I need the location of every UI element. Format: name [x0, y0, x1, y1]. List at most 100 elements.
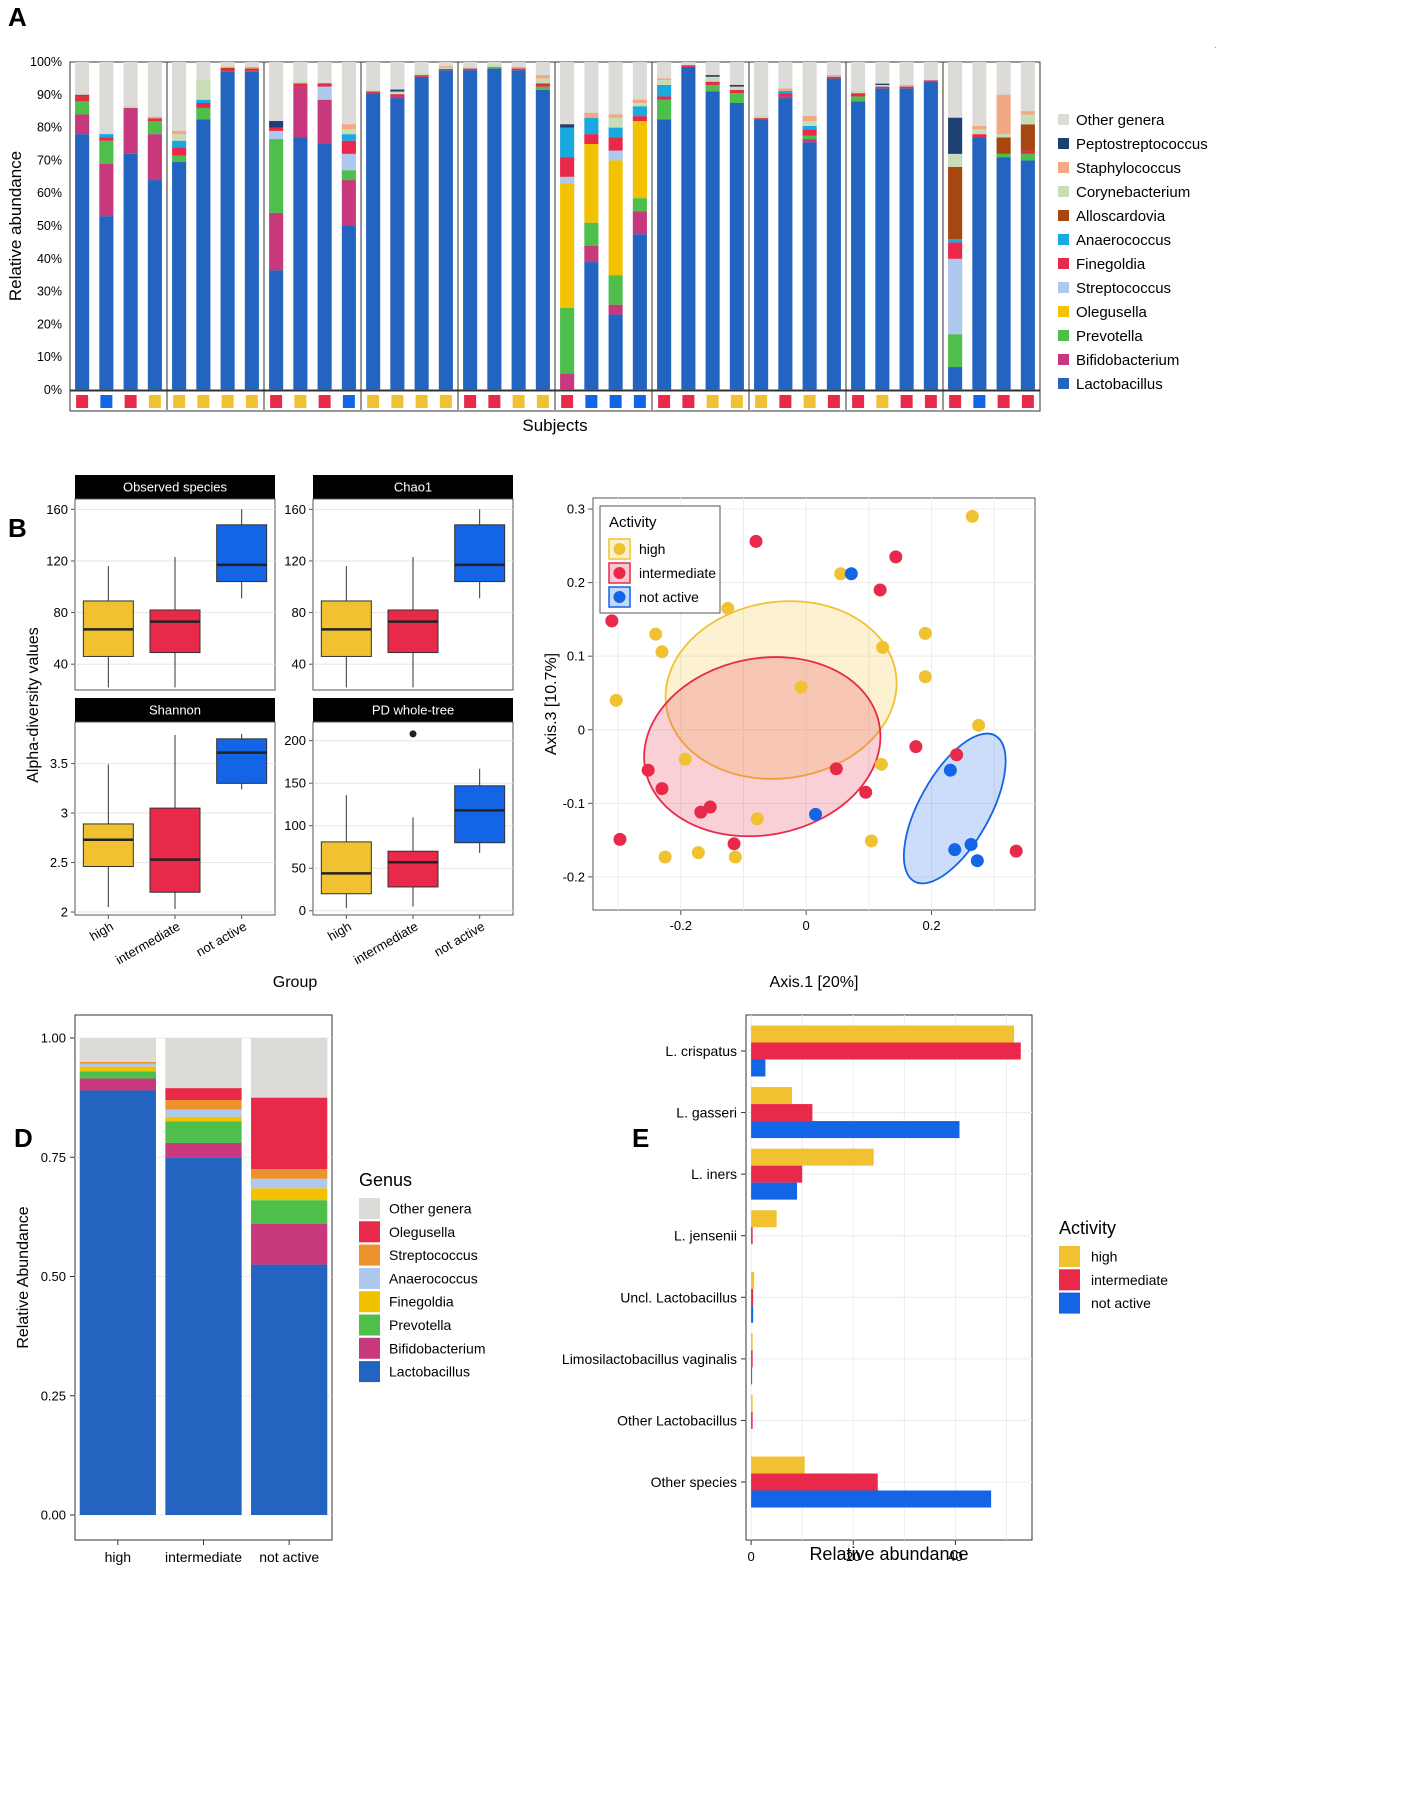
panel-c-legend: Activity high intermediate not active	[599, 505, 721, 614]
panel-e-category-label-uncl-lactobacillus: Uncl. Lactobacillus	[620, 1289, 737, 1305]
panel-c-ytick-label: 0.1	[567, 649, 585, 664]
panel-a-bar-segment-corynebacterium	[875, 84, 890, 87]
panel-b-box-not-active	[216, 738, 268, 784]
panel-e-legend-label-high: high	[1091, 1249, 1117, 1265]
panel-a-bar-segment-lactobacillus	[608, 314, 623, 390]
panel-a-bar-segment-lactobacillus	[972, 137, 987, 390]
panel-a-bar-segment-finegoldia	[172, 147, 187, 156]
panel-a-bar-segment-anaerococcus	[172, 140, 187, 148]
panel-a-bar-segment-lactobacillus	[826, 78, 841, 391]
panel-a-bar-segment-anaerococcus	[778, 90, 793, 94]
panel-b-ytick-label: 50	[292, 861, 306, 876]
panel-c-point-high	[874, 757, 888, 771]
panel-c-point-high	[876, 640, 890, 654]
panel-a-bar-segment-bifidobacterium	[390, 96, 405, 99]
panel-b-y-axis-label: Alpha-diversity values	[25, 627, 42, 783]
panel-a-bar-segment-anaerococcus	[632, 106, 647, 117]
panel-a-bar-segment-prevotella	[535, 86, 550, 90]
panel-a-bar-segment-staphylococcus	[778, 88, 793, 91]
panel-a-bar-segment-olegusella	[584, 144, 599, 223]
panel-a-subject-group-marker	[76, 395, 89, 408]
panel-a-bar-segment-peptostreptococcus	[875, 83, 890, 85]
panel-c-point-high	[965, 509, 979, 523]
panel-a-bar-segment-lactobacillus	[317, 144, 332, 390]
panel-c-point-not-active	[809, 807, 823, 821]
panel-a-bar-segment-prevotella	[75, 101, 90, 115]
panel-c-point-high	[794, 680, 808, 694]
panel-e-bar-not-active	[751, 1059, 766, 1077]
panel-a-bar-segment-lactobacillus	[632, 234, 647, 390]
panel-a-bar-segment-staphylococcus	[341, 124, 356, 130]
panel-b-ytick-label: 40	[292, 657, 306, 672]
panel-e-bar-high	[751, 1087, 792, 1105]
panel-a-bar-segment-bifidobacterium	[99, 163, 114, 217]
panel-a-bar-segment-bifidobacterium	[584, 245, 599, 263]
panel-a-bar-segment-staphylococcus	[826, 75, 841, 77]
panel-a-bar-segment-finegoldia	[341, 140, 356, 154]
panel-a-bar-segment-prevotella	[99, 140, 114, 164]
panel-a-bar-segment-corynebacterium	[535, 78, 550, 84]
panel-a-bar-segment-corynebacterium	[1020, 114, 1035, 125]
panel-e-category-label-limosilactobacillus-vaginalis: Limosilactobacillus vaginalis	[562, 1351, 737, 1367]
panel-a-bar-segment-lactobacillus	[996, 157, 1011, 390]
panel-a-bar-segment-lactobacillus	[681, 66, 696, 391]
panel-d-legend-label-olegusella: Olegusella	[389, 1224, 455, 1240]
panel-a-bar-segment-prevotella	[269, 139, 284, 213]
panel-b-ytick-label: 80	[54, 605, 68, 620]
panel-b-facet-chao1: Chao1 40 80 120 160	[284, 475, 514, 691]
panel-c-legend-label-intermediate: intermediate	[639, 565, 716, 581]
panel-b-box-not-active	[454, 524, 506, 583]
panel-a-subject-group-marker	[245, 395, 258, 408]
panel-b-ytick-label: 2	[61, 905, 68, 920]
panel-c-point-intermediate	[859, 785, 873, 799]
panel-a-bar-segment-bifidobacterium	[75, 114, 90, 135]
panel-a-legend-label-bifidobacterium: Bifidobacterium	[1076, 352, 1179, 369]
panel-d-bar-segment-streptococcus	[251, 1169, 328, 1179]
panel-a-bar-segment-staphylococcus	[632, 99, 647, 103]
panel-a-bar-segment-prevotella	[948, 334, 963, 368]
panel-e-bar-not-active	[751, 1367, 753, 1385]
panel-a-bar-segment-finegoldia	[366, 91, 381, 94]
panel-a-legend-swatch	[1058, 258, 1069, 269]
panel-b-ytick-label: 80	[292, 605, 306, 620]
panel-a-bar-segment-lactobacillus	[923, 81, 938, 391]
panel-a-bar-segment-alloscardovia	[996, 137, 1011, 154]
panel-d-bar-segment-anaerococcus	[165, 1109, 242, 1117]
panel-c-ytick-label: 0	[578, 722, 585, 737]
panel-e-xtick-label: 40	[948, 1549, 962, 1564]
panel-a-subject-group-marker	[318, 395, 331, 408]
panel-a-bar-segment-lactobacillus	[269, 270, 284, 390]
panel-b-facet-observed-species: Observed species 40 80 120 160	[46, 475, 276, 691]
panel-a-bar-segment-corynebacterium	[802, 121, 817, 126]
panel-b-facet-strip	[313, 698, 513, 722]
panel-a-ytick-label: 50%	[37, 219, 62, 233]
panel-c-point-intermediate	[873, 583, 887, 597]
panel-d-bar-segment-finegoldia	[251, 1188, 328, 1201]
panel-d-bar-segment-prevotella	[251, 1200, 328, 1225]
panel-a-bar-segment-finegoldia	[754, 118, 769, 120]
panel-d-ytick-label: 0.25	[41, 1388, 66, 1403]
panel-a-bar-segment-bifidobacterium	[269, 212, 284, 271]
panel-a-ytick-label: 100%	[30, 55, 62, 69]
panel-b-ytick-label: 120	[46, 553, 68, 568]
panel-d-bar-segment-prevotella	[79, 1071, 156, 1079]
panel-c-point-high	[649, 627, 663, 641]
panel-d-bar-segment-finegoldia	[79, 1066, 156, 1072]
panel-e-legend-swatch	[1059, 1246, 1080, 1267]
panel-a-subject-group-marker	[852, 395, 865, 408]
panel-a-bar-segment-staphylococcus	[657, 78, 672, 81]
panel-b-facet-title: Shannon	[149, 703, 201, 718]
panel-label-a: A	[8, 2, 27, 32]
panel-d-bar-segment-olegusella	[251, 1097, 328, 1170]
panel-a-bar-segment-corynebacterium	[972, 129, 987, 135]
panel-c-point-high	[750, 812, 764, 826]
panel-c-point-not-active	[844, 567, 858, 581]
panel-d-legend-label-lactobacillus: Lactobacillus	[389, 1364, 470, 1380]
panel-a-bar-segment-lactobacillus	[99, 216, 114, 390]
panel-a-bar-segment-bifidobacterium	[608, 304, 623, 315]
panel-a-bar-segment-lactobacillus	[802, 142, 817, 390]
panel-c-point-intermediate	[613, 832, 627, 846]
panel-a-subject-group-marker	[609, 395, 622, 408]
panel-a-bar-segment-finegoldia	[681, 65, 696, 67]
panel-d-legend-swatch	[359, 1314, 380, 1336]
